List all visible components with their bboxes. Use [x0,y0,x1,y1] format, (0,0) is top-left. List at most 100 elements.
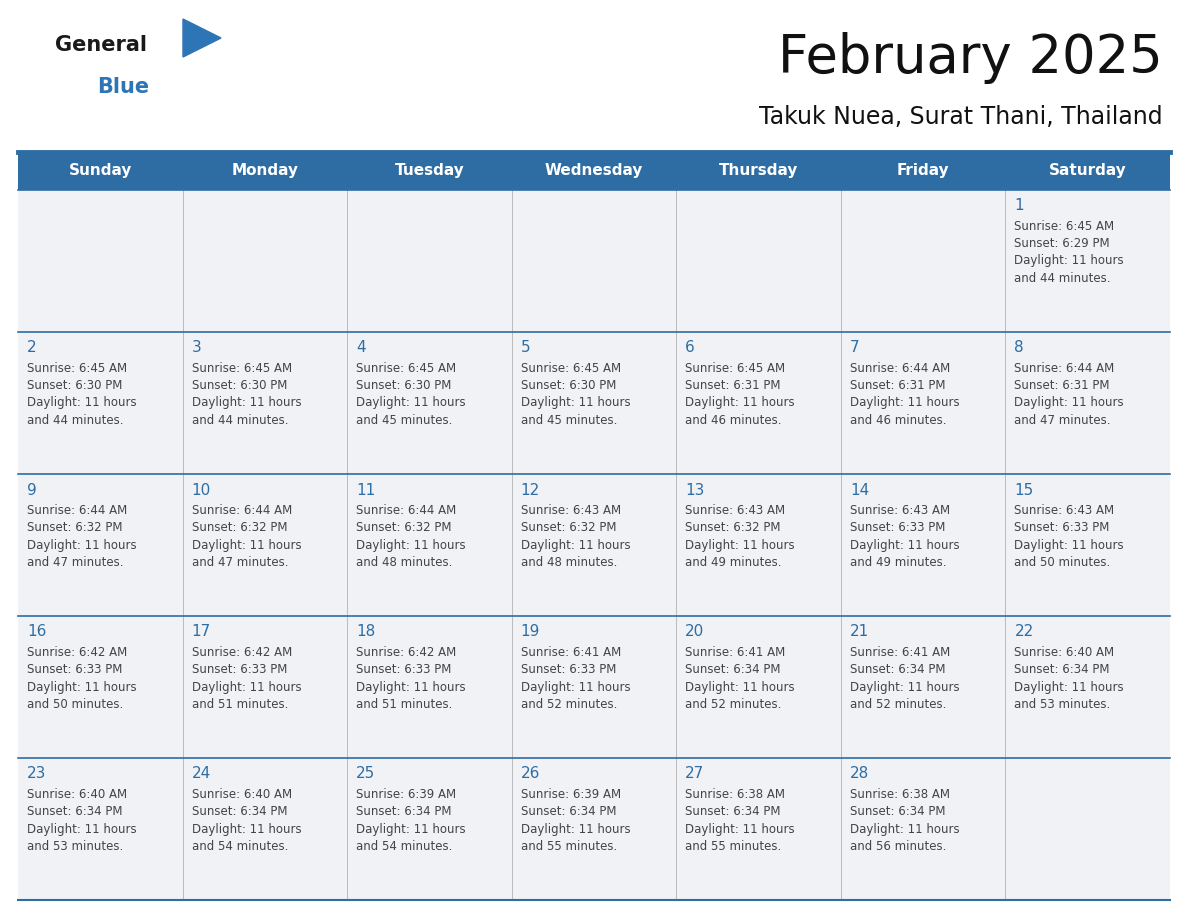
Text: 14: 14 [849,483,870,498]
Text: Sunset: 6:33 PM: Sunset: 6:33 PM [849,521,946,534]
Text: 27: 27 [685,767,704,781]
Text: and 44 minutes.: and 44 minutes. [27,414,124,427]
Bar [18,474,183,616]
Text: Sunrise: 6:45 AM: Sunrise: 6:45 AM [356,362,456,375]
Text: and 50 minutes.: and 50 minutes. [1015,556,1111,569]
Text: February 2025: February 2025 [778,32,1163,84]
Text: and 49 minutes.: and 49 minutes. [849,556,947,569]
Text: and 55 minutes.: and 55 minutes. [520,840,617,853]
Bar [676,758,841,900]
Text: Takuk Nuea, Surat Thani, Thailand: Takuk Nuea, Surat Thani, Thailand [759,105,1163,129]
Text: Friday: Friday [897,163,949,178]
Text: 1: 1 [1015,198,1024,214]
Text: Sunset: 6:33 PM: Sunset: 6:33 PM [27,663,122,676]
Bar [512,758,676,900]
Text: Sunset: 6:34 PM: Sunset: 6:34 PM [191,805,287,818]
Text: Sunrise: 6:45 AM: Sunrise: 6:45 AM [191,362,292,375]
Text: Sunset: 6:31 PM: Sunset: 6:31 PM [685,379,781,392]
Text: and 44 minutes.: and 44 minutes. [191,414,287,427]
Text: and 48 minutes.: and 48 minutes. [356,556,453,569]
Text: Sunrise: 6:41 AM: Sunrise: 6:41 AM [520,645,621,658]
Text: and 52 minutes.: and 52 minutes. [685,698,782,711]
Bar [841,758,1005,900]
Text: Monday: Monday [232,163,298,178]
Text: 2: 2 [27,341,37,355]
Text: Sunset: 6:33 PM: Sunset: 6:33 PM [191,663,287,676]
Text: Daylight: 11 hours: Daylight: 11 hours [27,680,137,693]
Text: Daylight: 11 hours: Daylight: 11 hours [849,680,960,693]
Text: Daylight: 11 hours: Daylight: 11 hours [685,539,795,552]
Text: Sunset: 6:31 PM: Sunset: 6:31 PM [849,379,946,392]
Text: 21: 21 [849,624,870,640]
Text: 28: 28 [849,767,870,781]
Text: Sunrise: 6:40 AM: Sunrise: 6:40 AM [27,788,127,800]
Bar [512,332,676,474]
Text: Sunset: 6:34 PM: Sunset: 6:34 PM [520,805,617,818]
Text: Sunset: 6:30 PM: Sunset: 6:30 PM [191,379,287,392]
Text: Sunrise: 6:39 AM: Sunrise: 6:39 AM [520,788,621,800]
Text: Daylight: 11 hours: Daylight: 11 hours [520,823,631,835]
Text: 16: 16 [27,624,46,640]
Text: Daylight: 11 hours: Daylight: 11 hours [356,680,466,693]
Text: Daylight: 11 hours: Daylight: 11 hours [356,539,466,552]
Text: Sunset: 6:29 PM: Sunset: 6:29 PM [1015,237,1110,250]
Text: Sunrise: 6:41 AM: Sunrise: 6:41 AM [685,645,785,658]
Text: and 54 minutes.: and 54 minutes. [191,840,287,853]
Text: Daylight: 11 hours: Daylight: 11 hours [356,823,466,835]
Text: Sunrise: 6:41 AM: Sunrise: 6:41 AM [849,645,950,658]
Text: Daylight: 11 hours: Daylight: 11 hours [1015,680,1124,693]
Text: Sunset: 6:32 PM: Sunset: 6:32 PM [520,521,617,534]
Text: Sunrise: 6:40 AM: Sunrise: 6:40 AM [191,788,292,800]
Text: Wednesday: Wednesday [545,163,643,178]
Text: Sunrise: 6:38 AM: Sunrise: 6:38 AM [685,788,785,800]
Bar [347,190,512,332]
Text: Sunrise: 6:43 AM: Sunrise: 6:43 AM [520,503,621,517]
Text: Sunrise: 6:42 AM: Sunrise: 6:42 AM [27,645,127,658]
Text: Sunrise: 6:43 AM: Sunrise: 6:43 AM [1015,503,1114,517]
Text: Sunrise: 6:42 AM: Sunrise: 6:42 AM [191,645,292,658]
Text: and 44 minutes.: and 44 minutes. [1015,272,1111,285]
Bar [512,190,676,332]
Text: Sunrise: 6:42 AM: Sunrise: 6:42 AM [356,645,456,658]
Text: 9: 9 [27,483,37,498]
Text: Daylight: 11 hours: Daylight: 11 hours [520,680,631,693]
Text: General: General [55,35,147,55]
Text: Daylight: 11 hours: Daylight: 11 hours [849,823,960,835]
Text: Sunset: 6:30 PM: Sunset: 6:30 PM [27,379,122,392]
Bar [347,332,512,474]
Text: Sunset: 6:30 PM: Sunset: 6:30 PM [520,379,617,392]
Text: Sunrise: 6:44 AM: Sunrise: 6:44 AM [1015,362,1114,375]
Text: and 50 minutes.: and 50 minutes. [27,698,124,711]
Text: Sunrise: 6:44 AM: Sunrise: 6:44 AM [849,362,950,375]
Text: Sunset: 6:33 PM: Sunset: 6:33 PM [520,663,617,676]
Bar [512,616,676,758]
Bar [183,616,347,758]
Text: 24: 24 [191,767,210,781]
Text: 5: 5 [520,341,530,355]
Text: Sunrise: 6:45 AM: Sunrise: 6:45 AM [1015,219,1114,232]
Text: Daylight: 11 hours: Daylight: 11 hours [191,823,302,835]
Text: and 45 minutes.: and 45 minutes. [520,414,617,427]
Text: Daylight: 11 hours: Daylight: 11 hours [27,539,137,552]
Text: and 46 minutes.: and 46 minutes. [849,414,947,427]
Text: 4: 4 [356,341,366,355]
Bar [676,616,841,758]
Text: Daylight: 11 hours: Daylight: 11 hours [849,539,960,552]
Text: and 45 minutes.: and 45 minutes. [356,414,453,427]
Text: 11: 11 [356,483,375,498]
Text: 17: 17 [191,624,210,640]
Text: 10: 10 [191,483,210,498]
Text: Sunrise: 6:43 AM: Sunrise: 6:43 AM [685,503,785,517]
Text: Sunset: 6:32 PM: Sunset: 6:32 PM [191,521,287,534]
Bar [18,616,183,758]
Bar [347,616,512,758]
Text: Sunrise: 6:44 AM: Sunrise: 6:44 AM [191,503,292,517]
Text: Sunset: 6:34 PM: Sunset: 6:34 PM [849,805,946,818]
Text: Sunset: 6:34 PM: Sunset: 6:34 PM [356,805,451,818]
Bar [18,152,1170,190]
Text: and 56 minutes.: and 56 minutes. [849,840,946,853]
Text: and 48 minutes.: and 48 minutes. [520,556,617,569]
Bar [676,474,841,616]
Bar [841,474,1005,616]
Text: 25: 25 [356,767,375,781]
